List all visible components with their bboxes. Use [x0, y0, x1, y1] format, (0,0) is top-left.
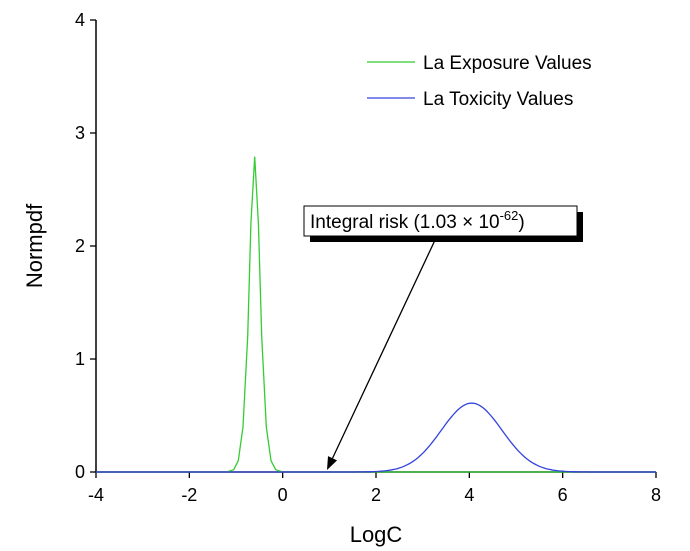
series-layer [96, 156, 656, 473]
y-tick-label: 4 [75, 10, 85, 30]
legend-label-exposure: La Exposure Values [423, 53, 592, 74]
plot-frame [95, 20, 656, 473]
x-tick-label: 6 [558, 485, 568, 505]
x-tick-label: -2 [181, 485, 197, 505]
series-line-toxicity [96, 402, 656, 473]
y-tick-label: 3 [75, 123, 85, 143]
x-axis-title: LogC [350, 522, 403, 547]
annotation-text-exponent: -62 [500, 208, 519, 223]
y-axis-ticks: 0 1 2 3 4 [75, 10, 96, 482]
x-tick-label: 2 [371, 485, 381, 505]
x-tick-label: 8 [651, 485, 661, 505]
integral-risk-annotation: Integral risk (1.03 × 10-62) [303, 205, 583, 470]
legend: La Exposure Values La Toxicity Values [367, 53, 592, 110]
annotation-text-main: Integral risk (1.03 × 10 [310, 212, 500, 233]
y-axis-title: Normpdf [22, 203, 47, 288]
legend-label-toxicity: La Toxicity Values [423, 89, 573, 110]
annotation-text: Integral risk (1.03 × 10-62) [310, 208, 525, 233]
y-tick-label: 2 [75, 236, 85, 256]
annotation-text-end: ) [518, 212, 524, 233]
series-line-exposure [96, 156, 656, 473]
y-tick-label: 0 [75, 462, 85, 482]
x-axis-ticks: -4 -2 0 2 4 6 8 [88, 472, 661, 505]
annotation-arrow [331, 237, 437, 459]
x-tick-label: 0 [278, 485, 288, 505]
annotation-arrowhead [327, 456, 338, 470]
annotation-box [303, 205, 578, 237]
y-tick-label: 1 [75, 349, 85, 369]
x-tick-label: 4 [464, 485, 474, 505]
x-tick-label: -4 [88, 485, 104, 505]
